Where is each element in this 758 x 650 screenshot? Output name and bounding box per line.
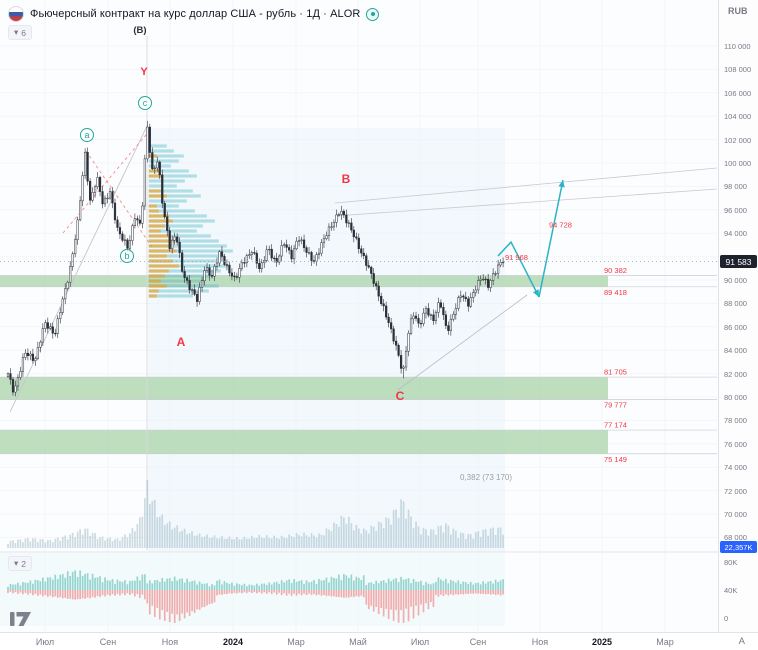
bands-layer [0,275,717,455]
svg-text:75 149: 75 149 [604,455,627,464]
time-axis[interactable]: A Июл Сен Ноя 2024 Мар Май Июл Сен Ноя 2025 Мар [0,632,758,650]
svg-text:Y: Y [140,66,148,78]
tradingview-logo[interactable] [10,612,32,632]
symbol-legend[interactable]: Фьючерсный контракт на курс доллар США -… [8,6,380,22]
symbol-title[interactable]: Фьючерсный контракт на курс доллар США -… [30,8,361,20]
price-tick: 76 000 [724,439,747,449]
price-tick: 110 000 [724,42,751,51]
time-tick: Май [349,637,367,647]
volume-layer [7,479,504,548]
price-tick: 106 000 [724,88,752,98]
price-axis[interactable]: RUB 91 583 22,357K 110 000 108 000 106 000… [718,0,758,632]
status-dot-icon [370,12,375,16]
svg-text:81 705: 81 705 [604,368,627,377]
price-tick: 108 000 [724,65,752,75]
time-tick: 2024 [222,637,244,647]
svg-text:A: A [177,335,186,349]
chevron-down-icon: ▾ [14,558,19,568]
price-tick: 96 000 [724,205,747,215]
time-tick: Мар [656,637,674,647]
subpane-indicator-count: 2 [21,558,27,569]
svg-text:79 777: 79 777 [604,401,627,410]
time-tick: Сен [469,637,487,647]
overlay-layer [0,179,718,553]
ru-flag-icon [8,6,24,22]
svg-text:C: C [396,389,405,403]
time-tick: Ноя [161,637,179,647]
price-tick: 84 000 [724,346,747,356]
svg-text:(B): (B) [133,25,146,36]
svg-text:89 418: 89 418 [604,288,627,297]
price-tick: 90 000 [724,276,747,285]
time-tick: Мар [287,637,305,647]
price-tick: 88 000 [724,299,747,309]
market-status-icon[interactable] [366,7,380,21]
time-tick: Сен [99,637,117,647]
svg-text:B: B [342,172,351,186]
svg-text:90 382: 90 382 [604,266,627,275]
candles-layer [6,120,505,397]
price-tick: 80 000 [724,393,747,402]
price-tick: 94 000 [724,229,747,239]
price-tick: 102 000 [724,135,752,145]
svg-text:c: c [143,98,148,108]
volume-tick: 0 [724,614,729,623]
osc-layer [7,570,504,623]
svg-text:0,382 (73 170): 0,382 (73 170) [460,473,512,482]
chevron-down-icon: ▾ [14,27,19,37]
volume-tick: 80K [724,558,738,567]
chart-canvas[interactable]: (B) Yc a b A B C 94 728 91 968 90 382 89 418 81 705… [0,0,718,632]
currency-label: RUB [728,6,748,16]
svg-text:b: b [124,251,129,261]
price-tick: 86 000 [724,322,747,332]
price-tick: 82 000 [724,369,747,379]
price-tick: 68 000 [724,533,747,543]
svg-text:a: a [84,130,89,140]
time-tick: 2025 [591,637,613,647]
price-tick: 72 000 [724,486,747,496]
price-tick: 98 000 [724,182,747,192]
time-tick: Июл [410,637,430,647]
svg-text:77 174: 77 174 [604,421,627,430]
volume-value-badge: 22,357K [720,541,757,553]
indicator-count: 6 [21,27,27,38]
labels-layer: (B) Yc a b A B C 94 728 91 968 90 382 89 418 81 705… [80,25,627,482]
lines-layer [9,36,718,550]
time-tick: Ноя [531,637,549,647]
volume-tick: 40K [724,586,738,595]
last-price-badge: 91 583 [720,255,757,269]
subpane-collapse-badge[interactable]: ▾ 2 [8,556,33,571]
price-tick: 100 000 [724,159,752,168]
axis-font-toggle[interactable]: A [738,636,745,647]
indicators-collapse-badge[interactable]: ▾ 6 [8,25,33,40]
shade-layer [0,128,505,626]
profile-layer [148,144,233,298]
price-tick: 70 000 [724,510,747,519]
price-tick: 78 000 [724,416,747,426]
price-tick: 104 000 [724,112,752,122]
time-tick: Июл [35,637,55,647]
svg-text:94 728: 94 728 [549,221,572,230]
svg-text:91 968: 91 968 [505,253,528,262]
price-tick: 74 000 [724,463,747,473]
